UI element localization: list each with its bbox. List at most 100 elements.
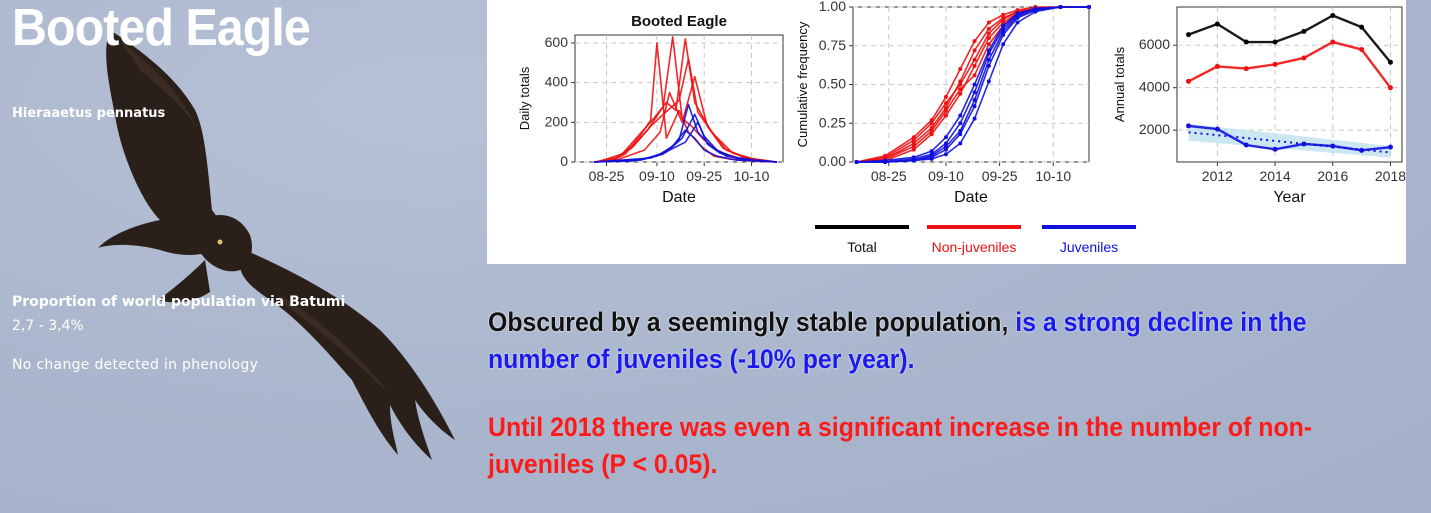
data-point-juveniles: [986, 79, 991, 84]
message-juvenile-decline: Obscured by a seemingly stable populatio…: [488, 304, 1316, 378]
data-point-non_juveniles: [972, 63, 977, 68]
data-point-juveniles: [911, 155, 916, 160]
data-point-juveniles: [943, 144, 948, 149]
data-point-juveniles: [943, 147, 948, 152]
data-point-non_juveniles: [929, 121, 934, 126]
data-point-non_juveniles: [972, 57, 977, 62]
legend-label: Juveniles: [1060, 239, 1118, 255]
latin-name: Hieraaetus pennatus: [12, 106, 166, 121]
data-point-non_juveniles: [911, 138, 916, 143]
y-tick-label: 0.50: [819, 76, 846, 92]
y-tick-label: 0.25: [819, 114, 846, 130]
message-nonjuvenile-increase: Until 2018 there was even a significant …: [488, 412, 1313, 479]
data-point-juveniles: [986, 57, 991, 62]
chart-panel-daily: 08-25 09-10 09-25 10-10 0 200 400 600 Booted Eag…: [517, 13, 784, 206]
data-point-juveniles: [1214, 126, 1220, 132]
y-tick-label: 2000: [1139, 121, 1170, 137]
x-tick-label: 09-25: [982, 168, 1018, 184]
data-point-non_juveniles: [911, 141, 916, 146]
data-point-non_juveniles: [986, 42, 991, 47]
data-point-non_juveniles: [1214, 63, 1220, 69]
data-point-non_juveniles: [958, 91, 963, 96]
data-point-non_juveniles: [958, 82, 963, 87]
chart-title: Booted Eagle: [631, 13, 727, 30]
data-point-juveniles: [958, 121, 963, 126]
data-point-juveniles: [1033, 8, 1038, 13]
data-point-juveniles: [1186, 123, 1192, 129]
data-point-juveniles: [972, 104, 977, 109]
data-point-juveniles: [1330, 143, 1336, 149]
data-point-non_juveniles: [1301, 55, 1307, 61]
series-line-total: [1188, 14, 1392, 63]
legend-label: Total: [847, 239, 877, 255]
y-tick-label: 1.00: [819, 0, 846, 14]
data-point-juveniles: [958, 113, 963, 118]
x-axis-label: Year: [1273, 189, 1306, 206]
data-point-juveniles: [1359, 147, 1365, 153]
data-point-juveniles: [1015, 14, 1020, 19]
data-point-non_juveniles: [986, 36, 991, 40]
data-point-juveniles: [929, 153, 934, 158]
y-tick-label: 200: [545, 113, 569, 129]
data-point-juveniles: [972, 90, 977, 95]
charts-svg: 08-25 09-10 09-25 10-10 0 200 400 600 Booted Eag…: [517, 0, 1406, 255]
data-point-juveniles: [1001, 29, 1006, 34]
data-point-juveniles: [1243, 142, 1249, 148]
data-point-juveniles: [911, 158, 916, 163]
data-point-non_juveniles: [943, 108, 948, 113]
x-tick-label: 10-10: [734, 168, 770, 184]
data-point-total: [1186, 32, 1192, 38]
data-point-non_juveniles: [1001, 12, 1006, 17]
data-point-juveniles: [943, 135, 948, 140]
y-axis-label: Daily totals: [517, 66, 532, 130]
data-point-juveniles: [986, 48, 991, 53]
message-black-part: Obscured by a seemingly stable populatio…: [488, 307, 1009, 337]
data-point-non_juveniles: [911, 135, 916, 140]
y-axis-label: Annual totals: [1112, 46, 1127, 122]
chart-panel-cumulative: 08-25 09-10 09-25 10-10 0.00 0.25 0.50 0.75 1.00…: [795, 0, 1091, 206]
data-point-non_juveniles: [1359, 46, 1365, 52]
data-point-total: [1301, 28, 1307, 34]
series-line-non_juveniles: [596, 75, 777, 163]
series-line-juveniles: [593, 121, 777, 163]
data-point-juveniles: [972, 82, 977, 87]
data-point-juveniles: [1272, 146, 1278, 152]
y-tick-label: 400: [545, 74, 569, 90]
proportion-label: Proportion of world population via Batum…: [12, 294, 346, 310]
data-point-non_juveniles: [958, 87, 963, 92]
x-tick-label: 08-25: [871, 168, 907, 184]
data-point-juveniles: [1001, 42, 1006, 47]
proportion-value: 2,7 - 3,4%: [12, 318, 84, 334]
data-point-total: [1214, 21, 1220, 27]
y-tick-label: 0.00: [819, 153, 846, 169]
data-point-juveniles: [929, 149, 934, 154]
data-point-total: [1243, 39, 1249, 45]
data-point-juveniles: [1387, 144, 1393, 150]
y-tick-label: 0.75: [819, 37, 846, 53]
data-point-juveniles: [883, 160, 888, 164]
x-tick-label: 2014: [1259, 168, 1290, 184]
data-point-total: [1330, 12, 1336, 18]
x-tick-label: 08-25: [589, 168, 625, 184]
data-point-juveniles: [1015, 20, 1020, 25]
data-point-non_juveniles: [972, 48, 977, 53]
y-tick-label: 0: [560, 153, 568, 169]
x-tick-label: 2016: [1317, 168, 1348, 184]
data-point-juveniles: [958, 141, 963, 146]
data-point-juveniles: [1087, 5, 1091, 9]
chart-panel: 08-25 09-10 09-25 10-10 0 200 400 600 Booted Eag…: [487, 0, 1406, 264]
data-point-non_juveniles: [929, 132, 934, 137]
y-axis-label: Cumulative frequency: [795, 21, 810, 147]
data-point-juveniles: [1001, 23, 1006, 28]
data-point-juveniles: [1015, 11, 1020, 16]
x-axis-label: Date: [662, 189, 696, 206]
data-point-non_juveniles: [1001, 17, 1006, 22]
data-point-juveniles: [1301, 141, 1307, 147]
data-point-non_juveniles: [958, 67, 963, 71]
y-tick-label: 4000: [1139, 79, 1170, 95]
data-point-juveniles: [854, 160, 859, 164]
data-point-non_juveniles: [911, 144, 916, 149]
data-point-non_juveniles: [1272, 61, 1278, 67]
data-point-non_juveniles: [986, 20, 991, 25]
chart-panel-annual: 2012 2014 2016 2018 2000 4000 6000 Year Annual t…: [1112, 6, 1406, 206]
